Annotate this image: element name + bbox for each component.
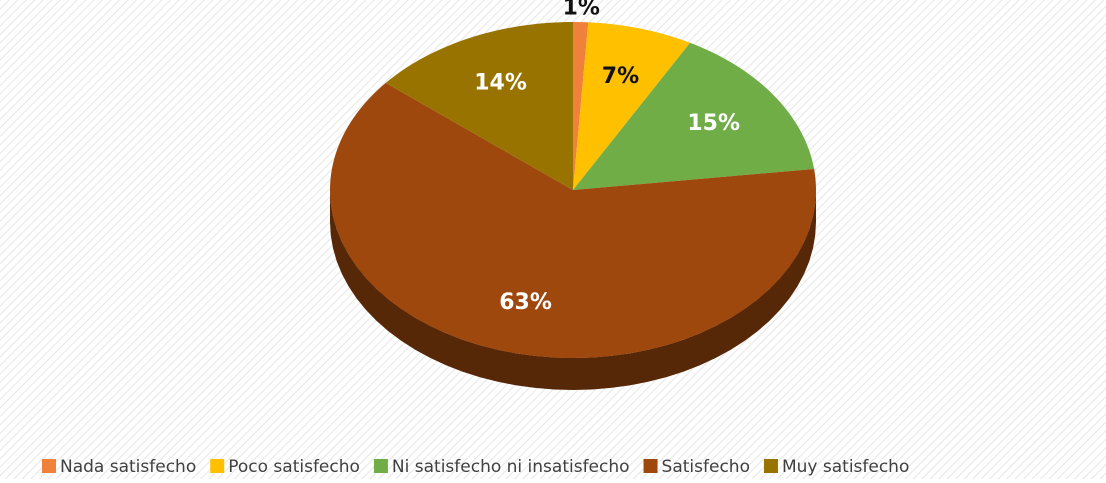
- legend-label: Muy satisfecho: [782, 457, 909, 477]
- pie-slice: [573, 22, 691, 190]
- legend-swatch: [763, 459, 778, 473]
- data-label: 14%: [474, 71, 527, 96]
- legend-label: Satisfecho: [662, 457, 750, 477]
- legend-label: Ni satisfecho ni insatisfecho: [392, 457, 630, 477]
- pie-slice: [573, 22, 589, 190]
- legend-swatch: [643, 459, 658, 473]
- legend-swatch: [373, 459, 388, 473]
- legend-label: Nada satisfecho: [60, 457, 196, 477]
- pie-slice: [385, 22, 573, 190]
- pie-side: [330, 190, 816, 390]
- pie-slice: [573, 42, 815, 190]
- legend-swatch: [210, 459, 225, 473]
- pie-slice: [330, 82, 816, 358]
- data-label: 63%: [499, 290, 552, 315]
- legend-swatch: [42, 459, 56, 473]
- data-label: 1%: [563, 0, 600, 21]
- legend-label: Poco satisfecho: [228, 457, 360, 477]
- data-label: 15%: [687, 111, 740, 136]
- data-label: 7%: [602, 64, 639, 89]
